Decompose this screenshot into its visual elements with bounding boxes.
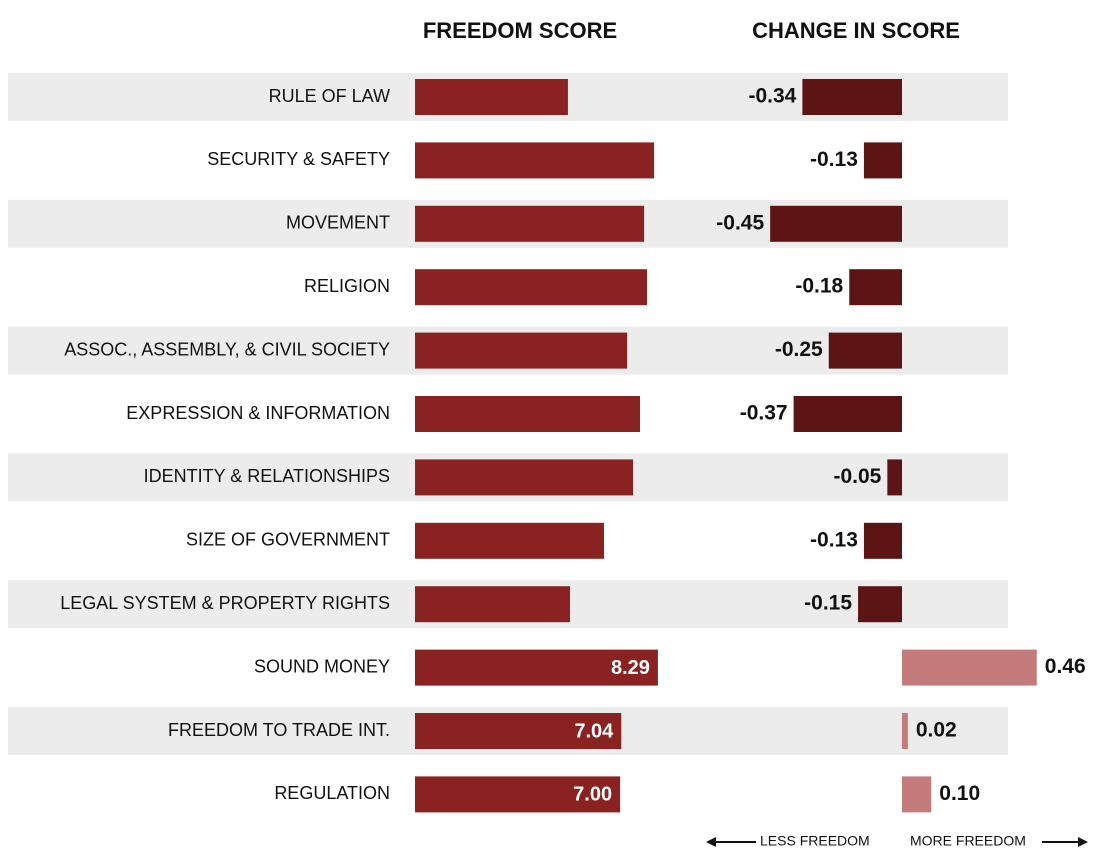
bar: [415, 332, 628, 369]
change-bar: [858, 586, 902, 623]
bar: [415, 776, 621, 813]
value-label: 0.46: [1045, 655, 1086, 678]
value-label: -0.05: [833, 465, 881, 488]
category-label: SIZE OF GOVERNMENT: [186, 530, 390, 550]
value-label: 7.00: [573, 784, 612, 806]
bar: [415, 713, 622, 749]
value-label: 8.29: [611, 657, 650, 679]
bar: [415, 269, 648, 306]
arrow-head: [706, 837, 716, 847]
bar: [415, 205, 645, 242]
value-label: -0.13: [810, 148, 858, 171]
value-label: -0.25: [775, 338, 823, 361]
bar: [415, 649, 658, 686]
change-bar: [902, 713, 908, 749]
bar: [415, 142, 655, 179]
value-label: -0.45: [716, 211, 764, 234]
change-bar: [902, 776, 932, 813]
category-label: MOVEMENT: [286, 213, 390, 233]
category-label: IDENTITY & RELATIONSHIPS: [144, 466, 390, 486]
panel-title: FREEDOM SCORE: [423, 18, 617, 43]
value-label: 0.02: [916, 719, 957, 742]
category-label: FREEDOM TO TRADE INT.: [168, 720, 390, 740]
category-label: EXPRESSION & INFORMATION: [126, 403, 390, 423]
value-label: -0.37: [740, 402, 788, 425]
bar: [415, 79, 568, 115]
value-label: -0.18: [795, 275, 843, 298]
change-bar: [828, 332, 902, 369]
category-label: SECURITY & SAFETY: [207, 149, 390, 169]
value-label: 0.10: [939, 782, 980, 805]
value-label: -0.15: [804, 592, 852, 615]
change-bar: [802, 79, 902, 115]
change-bar: [902, 649, 1037, 686]
category-label: RELIGION: [304, 276, 390, 296]
bar: [415, 586, 570, 623]
change-bar: [863, 142, 902, 179]
value-label: -0.13: [810, 528, 858, 551]
change-bar: [887, 459, 902, 496]
bar: [415, 522, 604, 559]
annotation: MORE FREEDOM: [910, 833, 1026, 849]
change-bar: [849, 269, 902, 306]
category-label: ASSOC., ASSEMBLY, & CIVIL SOCIETY: [64, 339, 390, 359]
category-label: LEGAL SYSTEM & PROPERTY RIGHTS: [60, 593, 390, 613]
value-label: 7.04: [574, 720, 614, 742]
change-bar: [793, 396, 902, 432]
bar: [415, 459, 633, 496]
category-label: RULE OF LAW: [269, 86, 390, 106]
arrow-head: [1078, 837, 1088, 847]
category-label: REGULATION: [274, 783, 390, 803]
value-label: -0.34: [749, 85, 797, 108]
panel-title: CHANGE IN SCORE: [752, 18, 960, 43]
change-bar: [770, 205, 902, 242]
change-bar: [863, 522, 902, 559]
annotation: LESS FREEDOM: [760, 833, 870, 849]
category-label: SOUND MONEY: [254, 656, 390, 676]
bar: [415, 396, 641, 432]
